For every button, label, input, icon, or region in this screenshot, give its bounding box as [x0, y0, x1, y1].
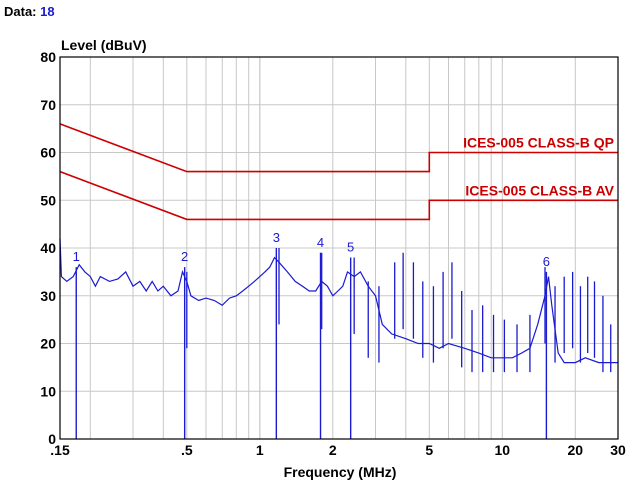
y-tick-label: 70 [40, 97, 56, 113]
x-tick-label: .15 [50, 442, 70, 458]
y-tick-label: 60 [40, 145, 56, 161]
x-tick-label: 30 [610, 442, 626, 458]
y-axis-title: Level (dBuV) [61, 37, 147, 53]
x-tick-label: 10 [495, 442, 511, 458]
data-header: Data: 18 [4, 4, 55, 19]
marker-label-5: 5 [347, 240, 354, 255]
marker-label-2: 2 [181, 249, 188, 264]
x-tick-label: 20 [568, 442, 584, 458]
data-header-value: 18 [40, 4, 55, 19]
limit-lines: ICES-005 CLASS-B QP ICES-005 CLASS-B AV [59, 123, 618, 221]
plot-frame [59, 56, 619, 440]
y-tick-label: 50 [40, 192, 56, 208]
marker-label-4: 4 [317, 235, 324, 250]
y-tick-label: 80 [40, 49, 56, 65]
measurement-trace-group [59, 238, 618, 373]
x-tick-label: 2 [329, 442, 337, 458]
y-tick-label: 30 [40, 288, 56, 304]
marker-group: 1 2 3 4 5 6 [73, 230, 550, 439]
limit-line-1 [59, 123, 618, 173]
marker-label-6: 6 [543, 254, 550, 269]
chart-grid [60, 57, 618, 439]
y-tick-label: 20 [40, 336, 56, 352]
limit-label-1: ICES-005 CLASS-B QP [463, 135, 614, 151]
marker-label-3: 3 [273, 230, 280, 245]
limit-line-2 [59, 170, 618, 221]
x-tick-label: 5 [425, 442, 433, 458]
y-tick-label: 0 [48, 431, 56, 447]
x-tick-label: 1 [256, 442, 264, 458]
marker-label-1: 1 [73, 249, 80, 264]
data-header-label: Data: [4, 4, 37, 19]
limit-label-2: ICES-005 CLASS-B AV [465, 182, 614, 198]
y-tick-label: 10 [40, 383, 56, 399]
measurement-trace [59, 238, 618, 364]
y-tick-label: 40 [40, 240, 56, 256]
tick-labels: 0 10 20 30 40 50 60 70 80 .15 .5 1 2 5 10 20 30 [40, 49, 626, 458]
x-axis-title: Frequency (MHz) [284, 464, 397, 480]
x-tick-label: .5 [181, 442, 193, 458]
